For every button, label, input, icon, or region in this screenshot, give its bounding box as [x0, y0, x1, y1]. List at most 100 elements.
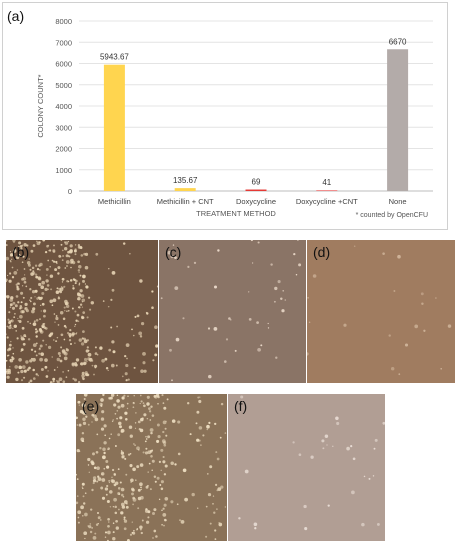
- colony-dot: [140, 486, 142, 489]
- colony-dot: [12, 347, 14, 349]
- colony-dot: [97, 475, 100, 478]
- colony-dot: [6, 244, 8, 247]
- colony-dot: [155, 344, 158, 348]
- colony-dot: [110, 433, 112, 435]
- colony-dot: [107, 369, 109, 372]
- colony-dot: [26, 244, 29, 247]
- colony-dot: [324, 434, 329, 438]
- colony-dot: [107, 305, 110, 308]
- colony-dot: [139, 335, 143, 338]
- colony-dot: [273, 300, 276, 303]
- colony-dot: [143, 404, 146, 408]
- colony-dot: [32, 271, 36, 275]
- colony-dot: [47, 259, 50, 262]
- colony-dot: [125, 343, 130, 347]
- colony-dot: [100, 519, 102, 521]
- colony-dot: [6, 375, 10, 379]
- colony-dot: [312, 274, 317, 278]
- colony-dot: [142, 402, 145, 404]
- colony-dot: [105, 460, 109, 463]
- colony-dot: [157, 402, 159, 405]
- colony-dot: [106, 499, 110, 504]
- colony-dot: [260, 344, 263, 347]
- colony-dot: [81, 301, 84, 303]
- colony-dot: [198, 439, 201, 442]
- y-tick-label: 2000: [55, 145, 72, 154]
- colony-dot: [77, 260, 80, 264]
- colony-dot: [20, 306, 23, 310]
- colony-dot: [284, 299, 287, 301]
- colony-dot: [91, 488, 94, 492]
- colony-dot: [335, 416, 339, 421]
- colony-dot: [147, 510, 151, 514]
- colony-dot: [108, 268, 110, 270]
- colony-dot: [193, 261, 197, 265]
- colony-dot: [238, 517, 241, 520]
- colony-dot: [81, 403, 86, 407]
- colony-dot: [131, 328, 133, 331]
- colony-dot: [86, 360, 88, 363]
- colony-dot: [125, 473, 128, 476]
- photo-texture-d: [307, 240, 455, 383]
- colony-dot: [9, 358, 14, 363]
- colony-dot: [78, 423, 82, 427]
- colony-dot: [20, 301, 23, 304]
- colony-dot: [68, 249, 73, 254]
- colony-dot: [282, 290, 284, 292]
- photo-label-c: (c): [165, 244, 182, 260]
- colony-dot: [97, 477, 102, 481]
- colony-dot: [114, 505, 117, 509]
- colony-dot: [77, 516, 80, 519]
- colony-dot: [155, 535, 158, 538]
- colony-dot: [143, 369, 147, 373]
- colony-dot: [21, 244, 24, 246]
- colony-dot: [107, 448, 109, 451]
- colony-dot: [115, 364, 118, 367]
- colony-dot: [36, 267, 40, 271]
- colony-dot: [16, 285, 19, 289]
- colony-dot: [154, 325, 158, 329]
- colony-dot: [176, 503, 179, 506]
- colony-dot: [164, 427, 167, 430]
- colony-dot: [67, 240, 70, 243]
- colony-dot: [96, 466, 100, 470]
- colony-dot: [122, 495, 125, 498]
- colony-dot: [61, 249, 64, 252]
- colony-dot: [147, 450, 152, 455]
- colony-dot: [157, 395, 160, 399]
- colony-dot: [93, 466, 97, 470]
- colony-dot: [123, 500, 128, 504]
- colony-dot: [29, 322, 32, 325]
- colony-dot: [137, 420, 141, 424]
- colony-dot: [94, 417, 99, 422]
- colony-dot: [78, 338, 83, 342]
- colony-dot: [21, 326, 25, 330]
- colony-dot: [251, 262, 254, 264]
- colony-dot: [32, 307, 36, 311]
- colony-dot: [8, 320, 12, 323]
- colony-dot: [111, 340, 115, 344]
- colony-dot: [48, 334, 52, 338]
- colony-dot: [215, 451, 218, 454]
- photo-texture-f: [228, 394, 385, 541]
- colony-dot: [89, 530, 93, 534]
- colony-dot: [13, 271, 18, 275]
- colony-dot: [72, 285, 74, 287]
- x-tick-label: Doxycycline +CNT: [296, 197, 358, 206]
- colony-dot: [81, 371, 85, 375]
- colony-dot: [23, 280, 27, 284]
- colony-dot: [139, 279, 143, 283]
- colony-dot: [17, 317, 19, 320]
- colony-dot: [240, 395, 244, 399]
- colony-dot: [131, 492, 134, 496]
- colony-dot: [217, 487, 222, 491]
- colony-dot: [82, 487, 84, 490]
- colony-dot: [83, 531, 88, 536]
- colony-dot: [87, 296, 91, 299]
- colony-dot: [30, 249, 34, 253]
- colony-dot: [55, 316, 59, 321]
- colony-dot: [74, 323, 77, 326]
- colony-dot: [76, 495, 79, 497]
- colony-dot: [117, 492, 121, 495]
- colony-dot: [79, 289, 83, 293]
